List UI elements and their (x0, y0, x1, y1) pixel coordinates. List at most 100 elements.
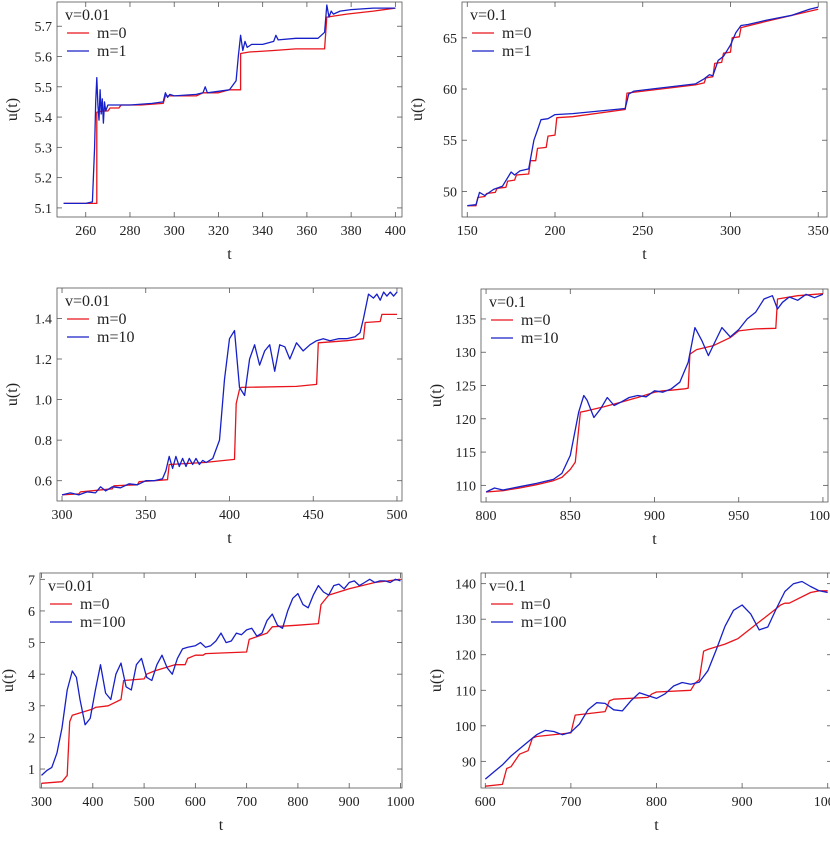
y-tick-label: 130 (455, 346, 476, 361)
x-axis-label: t (652, 531, 657, 548)
y-tick-label: 5.4 (35, 111, 53, 126)
x-tick-label: 260 (75, 224, 96, 239)
x-tick-label: 800 (287, 795, 308, 810)
legend-entry: m=0 (521, 312, 550, 329)
x-tick-label: 350 (808, 224, 829, 239)
y-axis-label: u(t) (428, 384, 445, 407)
y-axis-label: u(t) (409, 98, 426, 121)
y-tick-label: 115 (456, 446, 476, 461)
y-tick-label: 100 (455, 720, 476, 735)
series-line-m=1 (63, 4, 396, 205)
y-tick-label: 1.2 (35, 353, 53, 368)
plot-frame (461, 1, 828, 218)
x-tick-label: 900 (732, 795, 753, 810)
y-tick-label: 3 (28, 700, 35, 715)
y-tick-label: 5.6 (35, 51, 53, 66)
y-tick-label: 110 (456, 479, 476, 494)
y-tick-label: 130 (455, 613, 476, 628)
y-tick-label: 7 (28, 573, 35, 588)
x-tick-label: 380 (341, 224, 362, 239)
chart-panel-3: 300 350 400 450 500 0.6 0.8 1.0 1.2 1.4 t u(t) v=0.0… (4, 287, 407, 547)
x-tick-label: 1000 (386, 795, 414, 810)
x-tick-label: 700 (560, 795, 581, 810)
x-tick-label: 400 (82, 795, 103, 810)
legend-title: v=0.01 (65, 7, 110, 24)
y-tick-label: 5.5 (35, 81, 53, 96)
y-tick-label: 5.1 (35, 202, 53, 217)
legend-entry: m=0 (502, 25, 531, 42)
x-tick-label: 300 (31, 795, 52, 810)
y-tick-label: 120 (455, 413, 476, 428)
x-axis-label: t (227, 530, 232, 547)
legend-title: v=0.01 (65, 293, 110, 310)
y-tick-label: 140 (455, 578, 476, 593)
series-line-m=10 (61, 291, 398, 496)
legend-entry: m=0 (97, 311, 126, 328)
legend-entry: m=0 (80, 596, 109, 613)
x-tick-label: 300 (720, 224, 741, 239)
legend-entry: m=1 (502, 43, 531, 60)
legend-entry: m=0 (97, 25, 126, 42)
y-axis-label: u(t) (4, 383, 21, 406)
series-line-m=0 (485, 590, 828, 787)
y-tick-label: 6 (28, 605, 35, 620)
x-tick-label: 250 (632, 224, 653, 239)
x-tick-label: 500 (134, 795, 155, 810)
y-tick-label: 5.2 (35, 172, 53, 187)
y-tick-label: 2 (28, 731, 35, 746)
x-axis-label: t (227, 246, 232, 263)
y-tick-label: 5.3 (35, 141, 53, 156)
series-line-m=10 (485, 293, 824, 493)
series-line-m=0 (41, 578, 401, 784)
legend-title: v=0.01 (48, 578, 93, 595)
x-axis-label: t (219, 817, 224, 834)
y-tick-label: 0.8 (35, 434, 53, 449)
x-tick-label: 700 (236, 795, 257, 810)
series-line-m=1 (467, 6, 819, 207)
legend-entry: m=1 (97, 43, 126, 60)
legend-entry: m=10 (97, 329, 134, 346)
x-tick-label: 1000 (809, 509, 830, 524)
chart-panel-5: 300 400 500 600 700 800 900 1000 1 2 3 4 5 6 7 t u(t) v=0… (0, 572, 414, 834)
legend-entry: m=100 (521, 614, 566, 631)
y-tick-label: 90 (462, 755, 476, 770)
x-tick-label: 1000 (814, 795, 830, 810)
legend-entry: m=10 (521, 330, 558, 347)
y-tick-label: 60 (443, 83, 457, 98)
y-axis-label: u(t) (0, 669, 17, 692)
series-line-m=100 (484, 580, 828, 780)
y-tick-label: 135 (455, 313, 476, 328)
x-axis-label: t (654, 817, 659, 834)
y-tick-label: 1.0 (35, 394, 53, 409)
x-tick-label: 600 (185, 795, 206, 810)
plot-frame (39, 572, 403, 789)
chart-panel-2: 150 200 250 300 350 50 55 60 65 t u(t) v=0.1m=0m=1 (409, 1, 829, 263)
x-tick-label: 900 (644, 509, 665, 524)
y-tick-label: 4 (28, 668, 35, 683)
x-tick-label: 900 (339, 795, 360, 810)
x-tick-label: 600 (475, 795, 496, 810)
x-tick-label: 400 (385, 224, 406, 239)
y-tick-label: 65 (443, 32, 457, 47)
plot-frame (56, 1, 403, 218)
legend-title: v=0.1 (489, 578, 526, 595)
x-tick-label: 280 (119, 224, 140, 239)
y-tick-label: 55 (443, 134, 457, 149)
chart-panel-4: 800 850 900 950 1000 110 115 120 125 130 135 t u(t) v… (428, 288, 830, 548)
y-tick-label: 0.6 (35, 475, 53, 490)
y-tick-label: 5.7 (35, 20, 53, 35)
series-line-m=0 (61, 313, 397, 496)
x-tick-label: 400 (219, 508, 240, 523)
y-tick-label: 125 (455, 380, 476, 395)
x-tick-label: 350 (135, 508, 156, 523)
x-tick-label: 360 (296, 224, 317, 239)
x-tick-label: 300 (52, 508, 73, 523)
y-tick-label: 1 (28, 763, 35, 778)
legend-title: v=0.1 (470, 7, 507, 24)
legend-entry: m=0 (521, 596, 550, 613)
x-tick-label: 800 (476, 509, 497, 524)
x-tick-label: 850 (560, 509, 581, 524)
x-axis-label: t (642, 246, 647, 263)
y-tick-label: 120 (455, 649, 476, 664)
legend-title: v=0.1 (489, 294, 526, 311)
